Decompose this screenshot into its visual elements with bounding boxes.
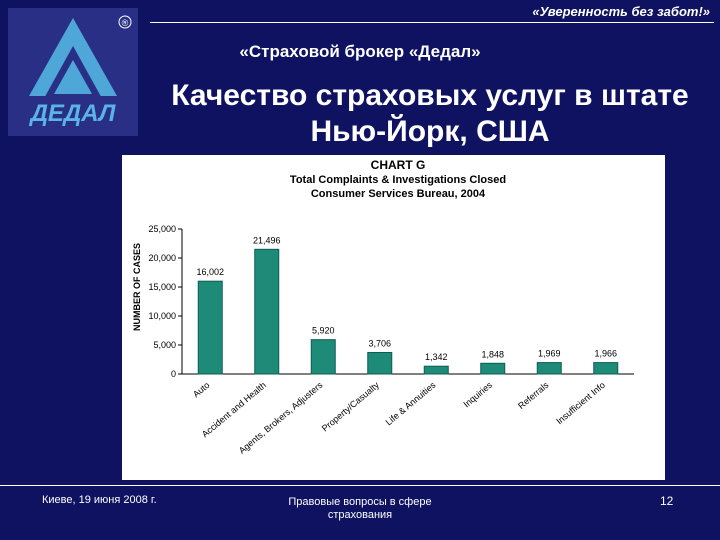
category-label: Auto [191, 380, 212, 400]
y-tick-label: 15,000 [148, 282, 176, 292]
category-label: Inquiries [462, 380, 495, 410]
footer-topic: Правовые вопросы в сфере страхования [288, 496, 432, 521]
bar-value-label: 21,496 [253, 235, 281, 245]
bar-value-label: 1,969 [538, 349, 561, 359]
bar-value-label: 5,920 [312, 326, 335, 336]
chart-title-line-1: Total Complaints & Investigations Closed [290, 174, 506, 186]
bar [310, 339, 336, 375]
bar [480, 362, 506, 375]
logo-text-band [16, 96, 130, 126]
y-tick-label: 20,000 [148, 253, 176, 263]
y-axis-label: NUMBER OF CASES [132, 243, 142, 331]
bar [197, 280, 223, 375]
bar [423, 365, 449, 375]
page-title: Качество страховых услуг в штате Нью-Йор… [140, 78, 720, 150]
chart-panel: CHART G Total Complaints & Investigation… [122, 155, 665, 480]
category-label: Property/Casualty [320, 380, 382, 434]
slogan: «Уверенность без забот!» [532, 4, 710, 19]
bar-chart: CHART G Total Complaints & Investigation… [132, 158, 634, 456]
bar [536, 362, 562, 375]
registered-mark-circle [118, 15, 132, 29]
bar-value-label: 1,342 [425, 352, 448, 362]
category-label: Life & Annuities [384, 380, 438, 428]
category-label: Referrals [516, 380, 551, 411]
y-tick-label: 0 [171, 369, 176, 379]
chart-label: CHART G [371, 158, 426, 172]
bar-value-label: 1,848 [481, 349, 504, 359]
dedal-logo: ДЕДАЛ ® [8, 8, 138, 136]
title-line-1: Качество страховых услуг в штате [171, 79, 689, 112]
bar-value-label: 16,002 [196, 267, 224, 277]
footer-date: Киеве, 19 июня 2008 г. [42, 494, 157, 506]
bar-value-label: 3,706 [368, 339, 391, 349]
y-tick-label: 5,000 [153, 340, 176, 350]
y-tick-label: 25,000 [148, 224, 176, 234]
registered-mark: ® [122, 18, 129, 28]
footer-divider [0, 485, 720, 486]
bar [593, 362, 619, 375]
broker-name: «Страховой брокер «Дедал» [239, 42, 481, 61]
y-tick-label: 10,000 [148, 311, 176, 321]
chart-title-line-2: Consumer Services Bureau, 2004 [311, 188, 486, 200]
bar-value-label: 1,966 [594, 349, 617, 359]
header-divider [150, 22, 714, 23]
title-line-2: Нью-Йорк, США [310, 115, 550, 148]
page-number: 12 [660, 494, 674, 508]
logo-triangle-core [54, 60, 92, 94]
category-label: Insufficient Info [554, 380, 607, 426]
bar [254, 248, 280, 375]
logo-text: ДЕДАЛ [29, 100, 116, 127]
bar [367, 352, 393, 375]
